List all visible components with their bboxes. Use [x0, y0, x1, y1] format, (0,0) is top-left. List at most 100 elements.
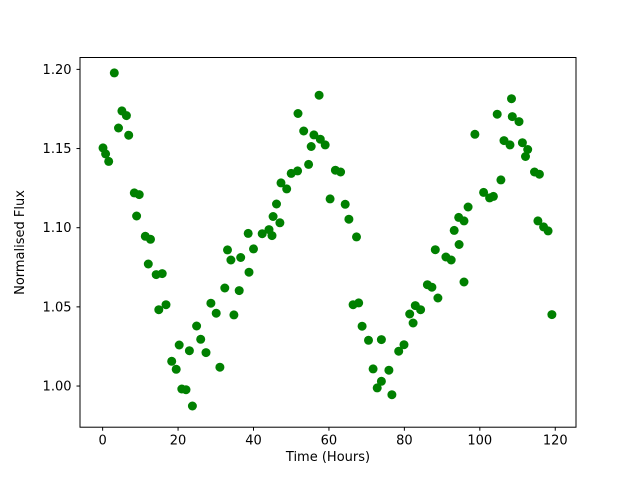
data-point — [215, 362, 225, 372]
data-point — [143, 259, 153, 269]
data-point — [299, 126, 309, 136]
data-point — [514, 117, 524, 127]
data-point — [384, 365, 394, 375]
data-point — [124, 130, 134, 140]
x-tick-label: 20 — [170, 434, 187, 449]
data-point — [430, 245, 440, 255]
data-point — [267, 231, 277, 241]
data-point — [325, 194, 335, 204]
data-point — [543, 226, 553, 236]
x-tick-label: 60 — [321, 434, 338, 449]
data-point — [132, 211, 142, 221]
data-point — [109, 68, 119, 78]
scatter-points — [98, 68, 557, 411]
data-point — [459, 216, 469, 226]
data-point — [134, 190, 144, 200]
data-point — [446, 255, 456, 265]
data-point — [272, 199, 281, 209]
data-point — [496, 175, 506, 185]
data-point — [427, 282, 437, 292]
data-point — [547, 310, 557, 320]
data-point — [282, 184, 292, 194]
data-point — [399, 340, 409, 350]
data-point — [257, 229, 267, 239]
data-point — [293, 109, 303, 118]
data-point — [181, 385, 191, 395]
data-point — [534, 169, 544, 179]
data-point — [416, 305, 426, 315]
data-point — [174, 340, 184, 350]
data-point — [236, 253, 246, 262]
data-point — [488, 191, 498, 201]
data-point — [196, 334, 206, 344]
data-point — [521, 152, 530, 161]
data-point — [206, 298, 216, 308]
data-point — [211, 308, 221, 318]
plot-border — [79, 57, 577, 428]
x-axis-ticks: 0 20 40 60 80 100 120 — [98, 427, 568, 449]
x-tick-label: 80 — [396, 434, 413, 449]
x-tick-label: 100 — [467, 434, 492, 449]
data-point — [433, 293, 443, 303]
data-point — [268, 212, 278, 221]
data-point — [101, 149, 111, 159]
data-point — [492, 109, 502, 119]
data-point — [372, 383, 382, 393]
y-tick-label: 1.00 — [43, 380, 72, 395]
data-point — [184, 346, 194, 356]
data-point — [220, 283, 230, 293]
data-point — [167, 356, 177, 366]
data-point — [244, 267, 254, 277]
y-tick-label: 1.20 — [43, 63, 72, 78]
data-point — [121, 111, 131, 121]
data-point — [157, 269, 167, 279]
y-axis-ticks: 1.00 1.05 1.10 1.15 1.20 — [43, 63, 80, 395]
data-point — [309, 130, 319, 140]
y-tick-label: 1.05 — [43, 300, 72, 315]
data-point — [387, 390, 397, 400]
data-point — [479, 187, 489, 197]
data-point — [449, 225, 459, 235]
y-axis-label: Normalised Flux — [13, 190, 28, 295]
data-point — [352, 232, 361, 242]
data-point — [226, 255, 236, 265]
data-point — [344, 214, 354, 224]
data-point — [276, 178, 286, 188]
data-point — [104, 156, 114, 166]
y-tick-label: 1.15 — [43, 142, 72, 157]
data-point — [306, 142, 316, 151]
x-tick-label: 120 — [543, 434, 568, 449]
data-point — [275, 218, 285, 228]
data-point — [533, 216, 543, 226]
data-point — [171, 364, 181, 374]
data-point — [304, 159, 314, 169]
data-point — [192, 321, 202, 331]
data-point — [336, 167, 346, 177]
data-point — [229, 310, 239, 320]
data-point — [454, 240, 464, 249]
data-point — [161, 300, 171, 310]
data-point — [507, 112, 517, 122]
data-point — [249, 244, 258, 254]
data-point — [187, 401, 197, 411]
data-point — [517, 138, 527, 148]
data-point — [154, 305, 164, 315]
data-point — [234, 286, 244, 296]
data-point — [523, 145, 533, 154]
data-point — [293, 166, 303, 176]
data-point — [408, 318, 418, 328]
data-point — [357, 321, 367, 331]
data-point — [405, 309, 415, 319]
data-point — [114, 123, 123, 133]
data-point — [314, 90, 324, 100]
data-point — [394, 346, 404, 356]
y-tick-label: 1.10 — [43, 221, 72, 236]
data-point — [243, 228, 253, 238]
x-tick-label: 40 — [245, 434, 262, 449]
plot-area — [80, 57, 576, 428]
data-point — [459, 277, 469, 287]
data-point — [463, 202, 473, 212]
data-point — [340, 199, 350, 209]
